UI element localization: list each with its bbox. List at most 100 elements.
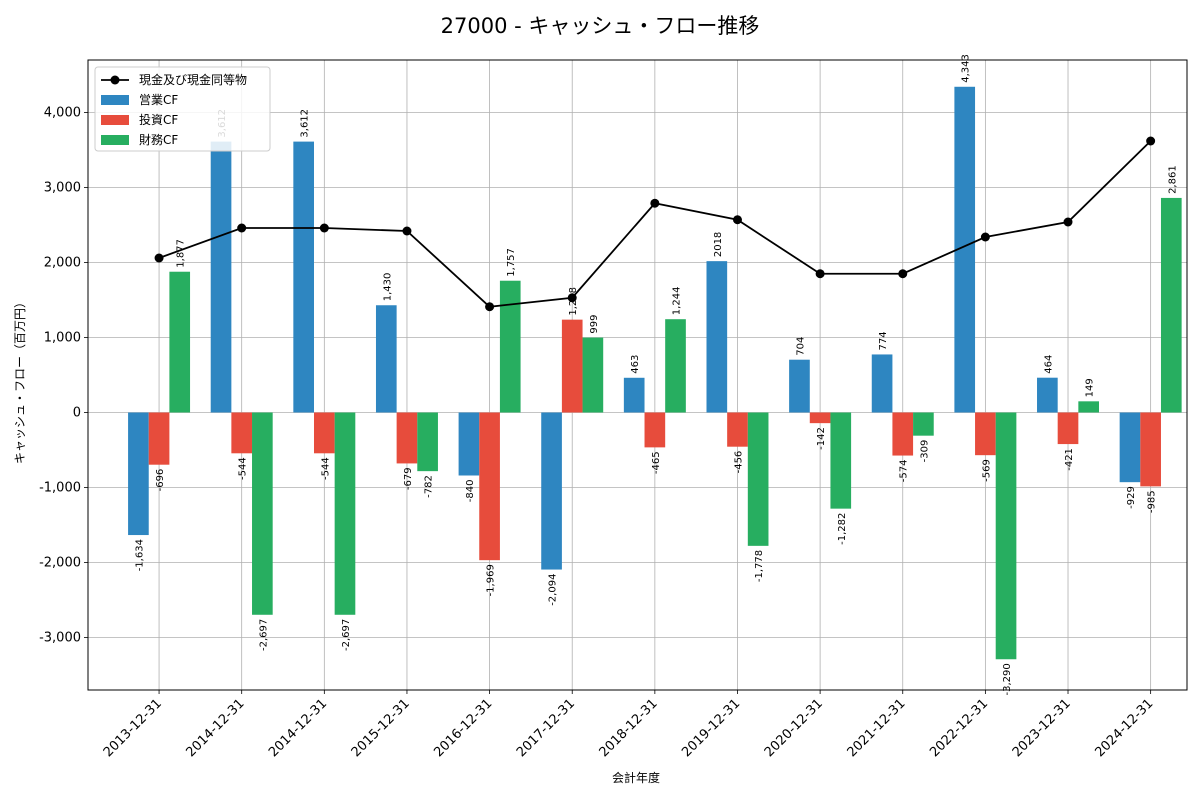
x-tick-label: 2014-12-31 [183, 696, 247, 760]
cash-line-point [1146, 136, 1156, 146]
bar-value-label: -1,778 [754, 550, 765, 582]
x-tick-label: 2024-12-31 [1092, 696, 1156, 760]
bar-value-label: 4,343 [961, 54, 972, 83]
bar-investing [644, 412, 666, 448]
x-tick-label: 2015-12-31 [349, 696, 413, 760]
legend-marker [110, 75, 120, 85]
bar-value-label: -840 [465, 480, 476, 503]
cash-line-point [237, 223, 247, 233]
cash-line-point [650, 198, 660, 208]
bar-value-label: -465 [651, 451, 662, 474]
bar-value-label: -1,282 [837, 513, 848, 545]
bar-investing [479, 412, 500, 561]
bar-financing [252, 412, 273, 615]
bar-operating [954, 86, 976, 413]
legend-label: 営業CF [139, 93, 178, 107]
bar-value-label: -1,634 [134, 539, 145, 571]
bar-value-label: -2,697 [258, 619, 269, 651]
bar-operating [706, 261, 728, 413]
bar-value-label: -544 [320, 457, 331, 480]
bar-investing [727, 412, 748, 447]
bar-value-label: -782 [424, 475, 435, 498]
cash-line-point [567, 293, 577, 303]
bar-operating [458, 412, 480, 476]
bar-operating [871, 354, 893, 413]
bar-investing [561, 319, 583, 413]
x-tick-label: 2021-12-31 [845, 696, 909, 760]
x-tick-label: 2014-12-31 [266, 696, 330, 760]
x-tick-label: 2018-12-31 [597, 696, 661, 760]
y-tick-label: 1,000 [44, 331, 81, 346]
cash-line-point [319, 223, 329, 233]
legend-swatch [101, 115, 129, 125]
bar-value-label: 464 [1043, 355, 1054, 374]
bar-operating [1037, 377, 1058, 413]
bar-financing [913, 412, 934, 436]
bar-value-label: -696 [155, 469, 166, 492]
bar-value-label: -985 [1147, 490, 1158, 513]
bar-investing [231, 412, 253, 454]
bar-value-label: -309 [919, 440, 930, 463]
bar-investing [892, 412, 914, 456]
bar-investing [148, 412, 170, 465]
bar-value-label: 1,430 [382, 273, 393, 302]
bar-financing [665, 319, 686, 413]
bar-value-label: -574 [899, 460, 910, 483]
bar-financing [995, 412, 1017, 660]
bar-financing [1078, 401, 1099, 413]
bar-value-label: -3,290 [1002, 663, 1013, 695]
bar-value-label: 1,757 [506, 248, 517, 277]
bar-financing [582, 337, 604, 413]
bar-investing [1057, 412, 1079, 445]
bar-value-label: -421 [1064, 448, 1075, 471]
bar-operating [623, 377, 645, 413]
bar-financing [334, 412, 356, 615]
bar-value-label: 1,244 [672, 287, 683, 316]
bar-value-label: 3,612 [300, 109, 311, 138]
y-tick-label: 4,000 [44, 106, 81, 121]
chart-title: 27000 - キャッシュ・フロー推移 [441, 14, 760, 38]
bar-value-label: -929 [1126, 486, 1137, 509]
legend-swatch [101, 95, 129, 105]
plot-frame [87, 59, 1188, 691]
bar-financing [747, 412, 769, 546]
bar-value-label: 149 [1085, 378, 1096, 397]
bar-value-label: -679 [403, 467, 414, 490]
y-tick-label: -2,000 [39, 556, 81, 571]
y-tick-label: -3,000 [39, 631, 81, 646]
cash-line-point [732, 215, 742, 225]
bar-value-label: -569 [981, 459, 992, 482]
bar-value-label: 463 [630, 355, 641, 374]
y-tick-label: -1,000 [39, 481, 81, 496]
bar-investing [396, 412, 418, 464]
bar-operating [789, 359, 810, 413]
cash-line-point [154, 253, 164, 263]
bar-value-label: 1,877 [176, 239, 187, 268]
bar-value-label: -1,969 [486, 564, 497, 596]
cash-line-point [898, 269, 908, 279]
bar-value-label: -456 [733, 451, 744, 474]
cash-line-point [980, 232, 990, 242]
bar-financing [830, 412, 852, 509]
y-tick-label: 3,000 [44, 181, 81, 196]
legend-label: 財務CF [139, 132, 178, 147]
legend-box [94, 66, 271, 152]
y-tick-label: 0 [73, 406, 81, 421]
cash-line-point [1063, 217, 1073, 227]
bar-operating [375, 305, 397, 413]
bar-investing [313, 412, 335, 454]
y-tick-label: 2,000 [44, 256, 81, 271]
bar-investing [809, 412, 831, 424]
bar-value-label: 999 [589, 314, 600, 333]
bar-value-label: -142 [816, 427, 827, 450]
legend-label: 現金及び現金同等物 [139, 72, 247, 87]
legend-label: 投資CF [139, 112, 178, 127]
bar-operating [210, 141, 232, 413]
cash-line [154, 136, 1156, 312]
data-labels: -1,6343,6123,6121,430-840-2,094463201870… [134, 54, 1178, 695]
bar-value-label: 774 [878, 331, 889, 350]
bar-value-label: 704 [795, 337, 806, 356]
bar-value-label: -2,094 [548, 574, 559, 606]
